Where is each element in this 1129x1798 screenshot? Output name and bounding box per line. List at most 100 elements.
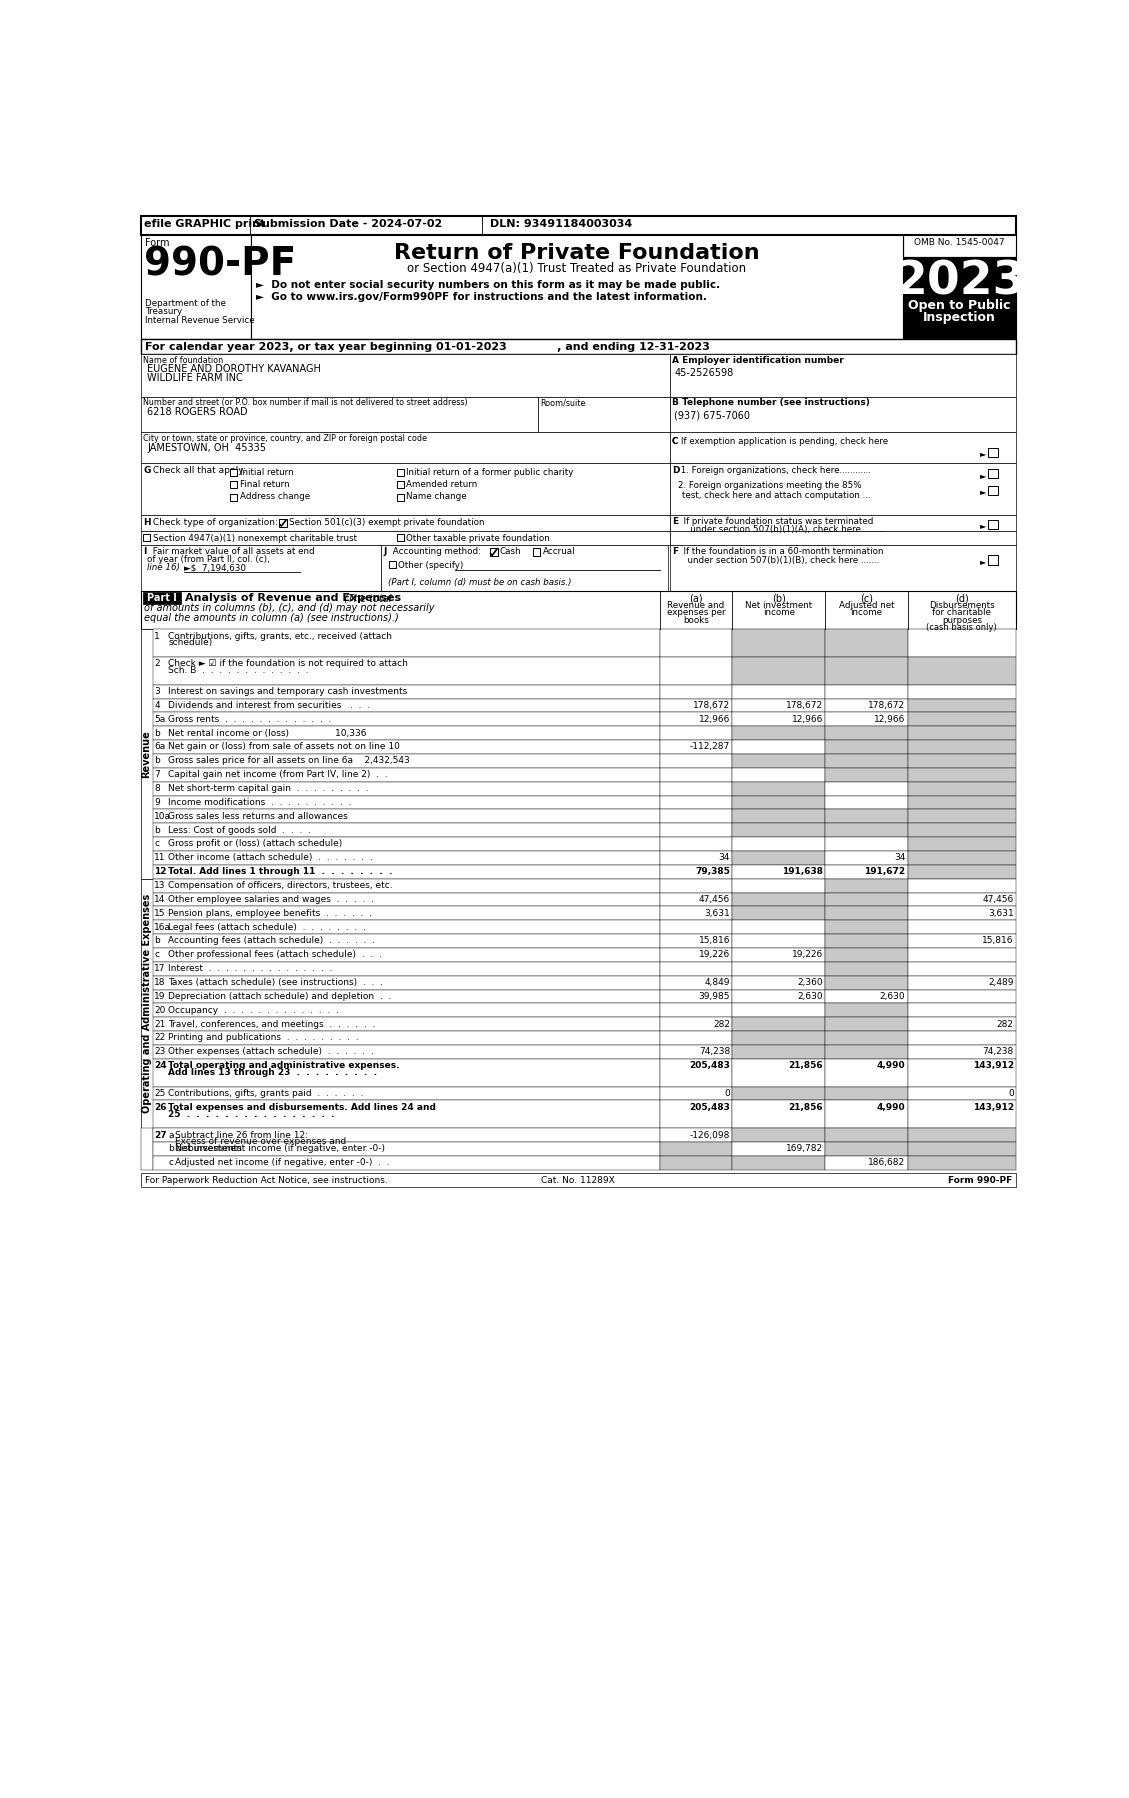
Bar	[988, 485, 998, 494]
Text: b: b	[155, 757, 160, 766]
Text: 178,672: 178,672	[693, 701, 730, 710]
Bar	[825, 712, 908, 726]
Bar	[825, 1127, 908, 1142]
Bar	[141, 1172, 1016, 1187]
Text: -112,287: -112,287	[690, 743, 730, 752]
Text: (c): (c)	[860, 593, 873, 602]
Bar	[988, 520, 998, 529]
Text: 990-PF: 990-PF	[145, 245, 297, 282]
Text: Other (specify): Other (specify)	[399, 561, 464, 570]
Text: 4,990: 4,990	[876, 1102, 905, 1111]
Text: Accrual: Accrual	[543, 547, 575, 556]
Text: 178,672: 178,672	[786, 701, 823, 710]
Text: ►  Do not enter social security numbers on this form as it may be made public.: ► Do not enter social security numbers o…	[256, 280, 720, 289]
Text: Other employee salaries and wages  .  .  .  .  .: Other employee salaries and wages . . . …	[168, 895, 374, 904]
Bar	[537, 397, 669, 432]
Text: 2023: 2023	[894, 259, 1025, 304]
Bar	[825, 1142, 908, 1156]
Bar	[141, 879, 152, 1127]
Text: 9: 9	[155, 798, 160, 807]
Bar	[152, 865, 660, 879]
Bar	[908, 1100, 1016, 1127]
Bar	[669, 530, 1016, 545]
Bar	[908, 1142, 1016, 1156]
Text: 3,631: 3,631	[704, 908, 730, 917]
Text: c: c	[155, 951, 159, 960]
Text: 19,226: 19,226	[699, 951, 730, 960]
Text: (a): (a)	[689, 593, 703, 602]
Text: Net short-term capital gain  .  .  .  .  .  .  .  .  .: Net short-term capital gain . . . . . . …	[168, 784, 369, 793]
Text: income: income	[850, 608, 883, 617]
Bar	[733, 962, 825, 976]
Bar	[152, 989, 660, 1003]
Bar	[825, 823, 908, 838]
Text: Submission Date - 2024-07-02: Submission Date - 2024-07-02	[254, 219, 441, 228]
Text: Inspection: Inspection	[924, 311, 996, 324]
Bar	[825, 1003, 908, 1018]
Bar	[733, 921, 825, 935]
Text: (d): (d)	[955, 593, 969, 602]
Text: If the foundation is in a 60-month termination: If the foundation is in a 60-month termi…	[679, 547, 884, 556]
Bar	[660, 823, 733, 838]
Text: b: b	[155, 825, 160, 834]
Bar	[733, 629, 825, 656]
Text: Net investment: Net investment	[745, 601, 813, 610]
Bar	[141, 629, 152, 879]
Bar	[733, 782, 825, 795]
Text: ►: ►	[980, 471, 986, 480]
Text: J: J	[384, 547, 387, 556]
Text: 191,672: 191,672	[864, 867, 905, 876]
Bar	[908, 753, 1016, 768]
Text: Fair market value of all assets at end: Fair market value of all assets at end	[150, 547, 314, 556]
Bar	[825, 976, 908, 989]
Text: 4,849: 4,849	[704, 978, 730, 987]
Bar	[825, 935, 908, 948]
Bar	[533, 548, 541, 556]
Text: (b): (b)	[772, 593, 786, 602]
Text: (Part I, column (d) must be on cash basis.): (Part I, column (d) must be on cash basi…	[387, 579, 571, 588]
Bar	[908, 1127, 1016, 1142]
Text: 6a: 6a	[155, 743, 166, 752]
Bar	[908, 795, 1016, 809]
Bar	[152, 1156, 660, 1170]
Text: Total. Add lines 1 through 11  .  .  .  .  .  .  .  .: Total. Add lines 1 through 11 . . . . . …	[168, 867, 393, 876]
Bar	[152, 753, 660, 768]
Bar	[825, 1045, 908, 1059]
Text: F: F	[672, 547, 679, 556]
Bar	[825, 699, 908, 712]
Text: Gross sales less returns and allowances: Gross sales less returns and allowances	[168, 811, 348, 820]
Text: A Employer identification number: A Employer identification number	[672, 356, 843, 365]
Text: 15,816: 15,816	[699, 937, 730, 946]
Bar	[669, 545, 1016, 592]
Bar	[660, 1086, 733, 1100]
Bar	[660, 989, 733, 1003]
Bar	[152, 726, 660, 741]
Text: City or town, state or province, country, and ZIP or foreign postal code: City or town, state or province, country…	[143, 433, 428, 442]
Text: Income modifications  .  .  .  .  .  .  .  .  .  .: Income modifications . . . . . . . . . .	[168, 798, 352, 807]
Bar	[152, 906, 660, 921]
Bar	[152, 656, 660, 685]
Bar	[660, 685, 733, 699]
Text: income: income	[763, 608, 795, 617]
Bar	[660, 935, 733, 948]
Text: OMB No. 1545-0047: OMB No. 1545-0047	[914, 237, 1005, 246]
Text: 24: 24	[155, 1061, 167, 1070]
Text: 10a: 10a	[155, 811, 172, 820]
Text: DLN: 93491184003034: DLN: 93491184003034	[490, 219, 632, 228]
Bar	[733, 935, 825, 948]
Text: 45-2526598: 45-2526598	[674, 369, 734, 378]
Bar	[908, 879, 1016, 892]
Text: Interest  .  .  .  .  .  .  .  .  .  .  .  .  .  .  .: Interest . . . . . . . . . . . . . . .	[168, 964, 333, 973]
Text: Contributions, gifts, grants, etc., received (attach: Contributions, gifts, grants, etc., rece…	[168, 631, 392, 640]
Bar	[251, 236, 903, 340]
Bar	[230, 494, 237, 500]
Text: WILDLIFE FARM INC: WILDLIFE FARM INC	[147, 372, 243, 383]
Text: Travel, conferences, and meetings  .  .  .  .  .  .: Travel, conferences, and meetings . . . …	[168, 1019, 376, 1028]
Text: 3,631: 3,631	[988, 908, 1014, 917]
Text: Occupancy  .  .  .  .  .  .  .  .  .  .  .  .  .  .: Occupancy . . . . . . . . . . . . . .	[168, 1005, 339, 1014]
Bar	[825, 921, 908, 935]
Bar	[825, 850, 908, 865]
Text: (cash basis only): (cash basis only)	[927, 624, 997, 633]
Bar	[908, 1032, 1016, 1045]
Bar	[825, 879, 908, 892]
